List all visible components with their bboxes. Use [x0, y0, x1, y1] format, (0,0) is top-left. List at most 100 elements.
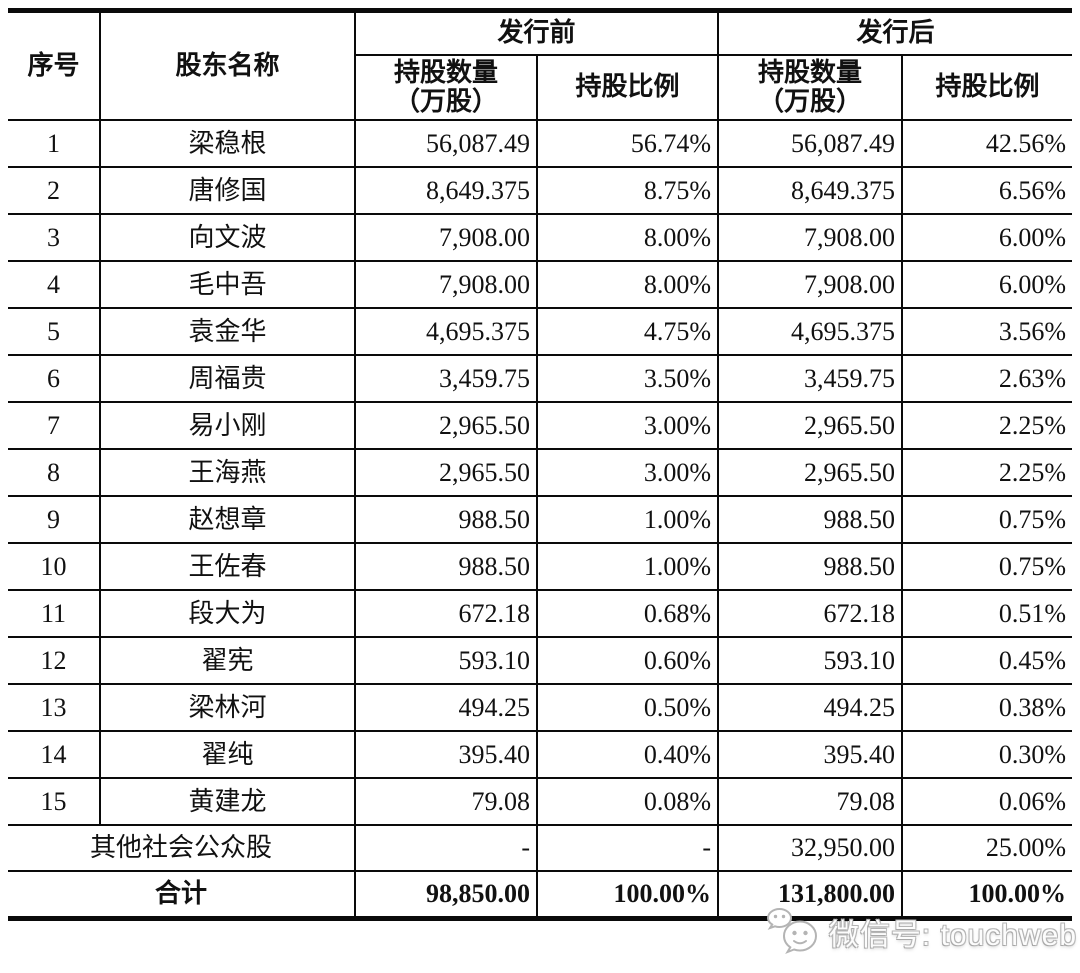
shareholder-name: 梁林河 — [99, 683, 356, 733]
shareholder-name: 毛中吾 — [99, 260, 356, 310]
pre-pct: 4.75% — [535, 307, 720, 357]
other-public-shares-row: 其他社会公众股 - - 32,950.00 25.00% — [8, 824, 1073, 873]
post-pct: 0.45% — [901, 636, 1073, 686]
col-header-shareholder-name: 股东名称 — [99, 8, 356, 122]
pre-qty: 79.08 — [354, 777, 538, 827]
row-index: 3 — [8, 213, 101, 263]
table-row: 3 向文波 7,908.00 8.00% 7,908.00 6.00% — [8, 213, 1073, 263]
post-pct: 6.00% — [901, 260, 1073, 310]
shareholder-name: 易小刚 — [99, 401, 356, 451]
row-index: 13 — [8, 683, 101, 733]
table-row: 1 梁稳根 56,087.49 56.74% 56,087.49 42.56% — [8, 119, 1073, 169]
row-index: 8 — [8, 448, 101, 498]
shareholder-name: 王海燕 — [99, 448, 356, 498]
post-pct: 25.00% — [901, 824, 1073, 873]
row-index: 10 — [8, 542, 101, 592]
table-row: 11 段大为 672.18 0.68% 672.18 0.51% — [8, 589, 1073, 639]
pre-qty-total: 98,850.00 — [354, 870, 538, 921]
post-pct: 2.25% — [901, 448, 1073, 498]
pre-qty: 7,908.00 — [354, 213, 538, 263]
row-index: 2 — [8, 166, 101, 216]
qty-label-line2: （万股） — [393, 87, 498, 117]
col-group-after-issue: 发行后 — [717, 8, 1073, 56]
pre-pct: 1.00% — [535, 542, 720, 592]
other-public-shares-label: 其他社会公众股 — [8, 824, 356, 873]
post-pct: 0.75% — [901, 542, 1073, 592]
total-label: 合计 — [8, 870, 356, 921]
table-row: 2 唐修国 8,649.375 8.75% 8,649.375 6.56% — [8, 166, 1073, 216]
table-row: 6 周福贵 3,459.75 3.50% 3,459.75 2.63% — [8, 354, 1073, 404]
shareholder-name: 梁稳根 — [99, 119, 356, 169]
post-pct-total: 100.00% — [901, 870, 1073, 921]
post-qty: 395.40 — [717, 730, 904, 780]
row-index: 11 — [8, 589, 101, 639]
pre-pct: 0.60% — [535, 636, 720, 686]
post-qty-total: 131,800.00 — [717, 870, 904, 921]
row-index: 4 — [8, 260, 101, 310]
row-index: 9 — [8, 495, 101, 545]
pre-pct: 8.75% — [535, 166, 720, 216]
pre-qty: 2,965.50 — [354, 401, 538, 451]
col-group-before-issue: 发行前 — [353, 8, 720, 56]
shareholder-name: 段大为 — [99, 589, 356, 639]
pre-pct: 3.00% — [535, 401, 720, 451]
qty-label-line2: （万股） — [758, 87, 863, 117]
row-index: 7 — [8, 401, 101, 451]
pre-pct: 0.50% — [535, 683, 720, 733]
table-row: 5 袁金华 4,695.375 4.75% 4,695.375 3.56% — [8, 307, 1073, 357]
table-row: 8 王海燕 2,965.50 3.00% 2,965.50 2.25% — [8, 448, 1073, 498]
pre-pct-total: 100.00% — [535, 870, 720, 921]
pre-qty: 56,087.49 — [354, 119, 538, 169]
table-row: 15 黄建龙 79.08 0.08% 79.08 0.06% — [8, 777, 1073, 827]
col-header-ratio-before: 持股比例 — [535, 53, 720, 122]
post-qty: 8,649.375 — [717, 166, 904, 216]
post-pct: 0.30% — [901, 730, 1073, 780]
shareholder-name: 翟宪 — [99, 636, 356, 686]
row-index: 1 — [8, 119, 101, 169]
row-index: 14 — [8, 730, 101, 780]
post-pct: 0.38% — [901, 683, 1073, 733]
post-pct: 0.51% — [901, 589, 1073, 639]
post-qty: 79.08 — [717, 777, 904, 827]
post-pct: 6.00% — [901, 213, 1073, 263]
post-pct: 0.75% — [901, 495, 1073, 545]
table-row: 14 翟纯 395.40 0.40% 395.40 0.30% — [8, 730, 1073, 780]
shareholder-name: 赵想章 — [99, 495, 356, 545]
table-row: 7 易小刚 2,965.50 3.00% 2,965.50 2.25% — [8, 401, 1073, 451]
shareholder-name: 唐修国 — [99, 166, 356, 216]
col-header-index: 序号 — [8, 8, 101, 122]
col-header-qty-after: 持股数量 （万股） — [717, 53, 904, 122]
table-row: 9 赵想章 988.50 1.00% 988.50 0.75% — [8, 495, 1073, 545]
post-qty: 988.50 — [717, 495, 904, 545]
pre-qty: 988.50 — [354, 542, 538, 592]
col-header-ratio-after: 持股比例 — [901, 53, 1073, 122]
shareholder-name: 黄建龙 — [99, 777, 356, 827]
pre-qty: - — [354, 824, 538, 873]
shareholder-name: 袁金华 — [99, 307, 356, 357]
table-row: 12 翟宪 593.10 0.60% 593.10 0.45% — [8, 636, 1073, 686]
qty-label-line1: 持股数量 — [758, 57, 863, 87]
pre-qty: 4,695.375 — [354, 307, 538, 357]
pre-qty: 395.40 — [354, 730, 538, 780]
pre-pct: 3.00% — [535, 448, 720, 498]
post-pct: 2.25% — [901, 401, 1073, 451]
post-qty: 4,695.375 — [717, 307, 904, 357]
pre-qty: 7,908.00 — [354, 260, 538, 310]
shareholder-name: 翟纯 — [99, 730, 356, 780]
post-qty: 2,965.50 — [717, 401, 904, 451]
pre-pct: 0.68% — [535, 589, 720, 639]
post-qty: 593.10 — [717, 636, 904, 686]
shareholder-name: 周福贵 — [99, 354, 356, 404]
pre-pct: 56.74% — [535, 119, 720, 169]
post-qty: 988.50 — [717, 542, 904, 592]
post-pct: 0.06% — [901, 777, 1073, 827]
table-row: 10 王佐春 988.50 1.00% 988.50 0.75% — [8, 542, 1073, 592]
shareholder-name: 王佐春 — [99, 542, 356, 592]
pre-pct: 0.08% — [535, 777, 720, 827]
post-qty: 7,908.00 — [717, 213, 904, 263]
row-index: 5 — [8, 307, 101, 357]
row-index: 15 — [8, 777, 101, 827]
header-row-subcolumns: 持股数量 （万股） 持股比例 持股数量 （万股） 持股比例 — [8, 53, 1073, 122]
post-pct: 42.56% — [901, 119, 1073, 169]
pre-qty: 3,459.75 — [354, 354, 538, 404]
